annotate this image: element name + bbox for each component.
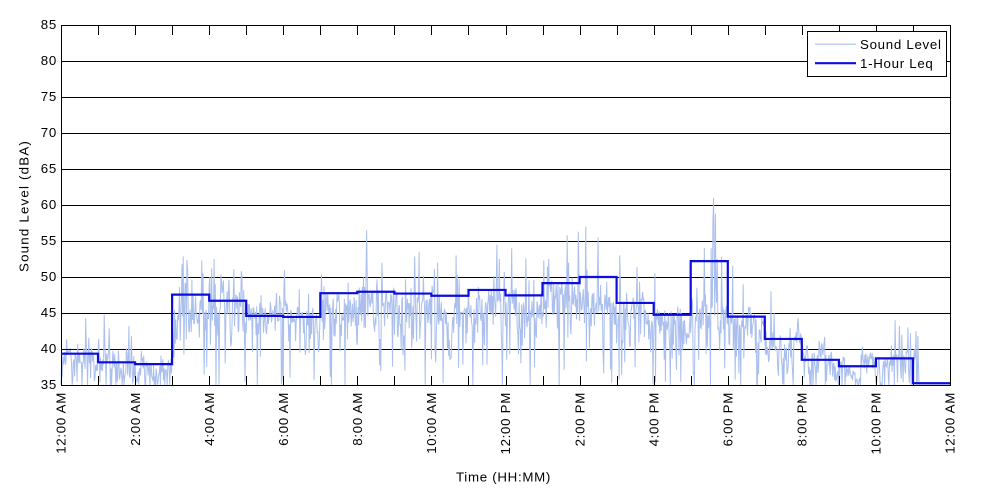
svg-text:Sound Level: Sound Level: [860, 37, 942, 52]
svg-text:Time (HH:MM): Time (HH:MM): [456, 470, 551, 485]
svg-text:60: 60: [41, 197, 57, 212]
svg-text:70: 70: [41, 125, 57, 140]
svg-text:2:00 AM: 2:00 AM: [128, 392, 143, 446]
svg-text:45: 45: [41, 305, 57, 320]
svg-text:75: 75: [41, 89, 57, 104]
svg-text:80: 80: [41, 53, 57, 68]
svg-text:85: 85: [41, 17, 57, 32]
svg-text:55: 55: [41, 233, 57, 248]
svg-text:4:00 AM: 4:00 AM: [202, 392, 217, 446]
svg-text:8:00 PM: 8:00 PM: [795, 392, 810, 446]
svg-text:40: 40: [41, 341, 57, 356]
svg-text:6:00 AM: 6:00 AM: [276, 392, 291, 446]
svg-text:65: 65: [41, 161, 57, 176]
svg-text:1-Hour Leq: 1-Hour Leq: [860, 56, 934, 71]
svg-text:12:00 AM: 12:00 AM: [943, 392, 958, 454]
svg-text:8:00 AM: 8:00 AM: [350, 392, 365, 446]
svg-text:50: 50: [41, 269, 57, 284]
svg-text:10:00 PM: 10:00 PM: [869, 392, 884, 455]
svg-text:12:00 PM: 12:00 PM: [498, 392, 513, 455]
svg-text:10:00 AM: 10:00 AM: [424, 392, 439, 454]
svg-text:2:00 PM: 2:00 PM: [572, 392, 587, 446]
svg-text:12:00 AM: 12:00 AM: [54, 392, 69, 454]
svg-text:4:00 PM: 4:00 PM: [646, 392, 661, 446]
svg-text:Sound Level (dBA): Sound Level (dBA): [17, 140, 32, 272]
svg-text:35: 35: [41, 377, 57, 392]
svg-text:6:00 PM: 6:00 PM: [721, 392, 736, 446]
